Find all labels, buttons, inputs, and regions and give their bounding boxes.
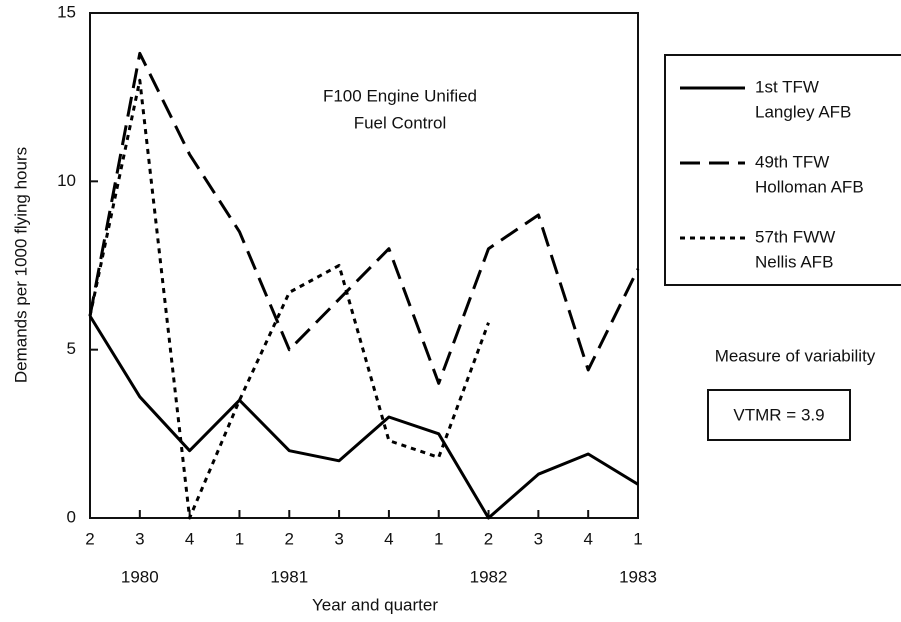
x-tick-label: 3 bbox=[534, 529, 543, 548]
x-tick-label: 3 bbox=[334, 529, 343, 548]
series-line bbox=[88, 78, 490, 520]
y-axis-label: Demands per 1000 flying hours bbox=[11, 147, 30, 383]
x-tick-label: 4 bbox=[583, 529, 592, 548]
legend-label: 1st TFW bbox=[755, 77, 819, 96]
y-tick-label: 15 bbox=[57, 2, 76, 21]
x-axis-label: Year and quarter bbox=[312, 595, 438, 614]
legend-label: Holloman AFB bbox=[755, 177, 864, 196]
annotation-box bbox=[707, 389, 851, 441]
legend-label: 57th FWW bbox=[755, 227, 835, 246]
legend-box bbox=[664, 54, 901, 286]
y-tick-label: 10 bbox=[57, 171, 76, 190]
x-tick-label: 4 bbox=[185, 529, 194, 548]
x-tick-label: 4 bbox=[384, 529, 393, 548]
y-tick-label: 5 bbox=[67, 339, 76, 358]
year-label: 1981 bbox=[270, 567, 308, 586]
legend-label: 49th TFW bbox=[755, 152, 829, 171]
x-tick-label: 2 bbox=[285, 529, 294, 548]
series-line bbox=[88, 315, 639, 520]
chart-title: F100 Engine Unified bbox=[323, 86, 477, 105]
year-label: 1980 bbox=[121, 567, 159, 586]
x-tick-label: 2 bbox=[484, 529, 493, 548]
year-label: 1982 bbox=[470, 567, 508, 586]
x-tick-label: 3 bbox=[135, 529, 144, 548]
year-label: 1983 bbox=[619, 567, 657, 586]
annotation: Measure of variability bbox=[715, 346, 876, 365]
x-tick-label: 1 bbox=[633, 529, 642, 548]
y-tick-label: 0 bbox=[67, 507, 76, 526]
x-tick-label: 2 bbox=[85, 529, 94, 548]
chart-title: Fuel Control bbox=[354, 113, 447, 132]
legend-label: Langley AFB bbox=[755, 102, 851, 121]
plot-frame bbox=[89, 12, 639, 519]
legend-label: Nellis AFB bbox=[755, 252, 833, 271]
series-line bbox=[88, 51, 640, 385]
annotation: VTMR = 3.9 bbox=[733, 405, 824, 424]
x-tick-label: 1 bbox=[235, 529, 244, 548]
x-tick-label: 1 bbox=[434, 529, 443, 548]
